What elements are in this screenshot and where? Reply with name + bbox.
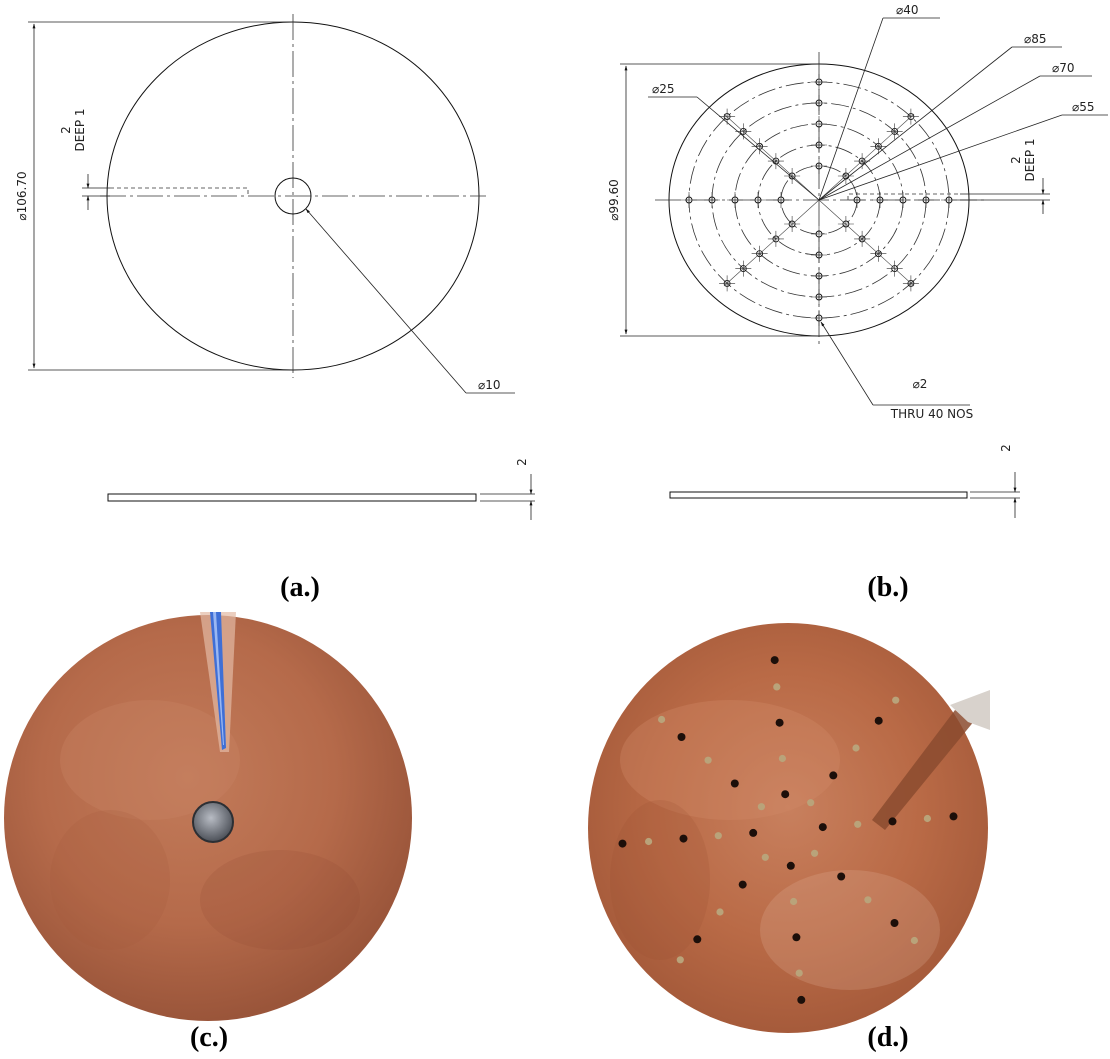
photo-hole	[645, 837, 653, 846]
groove-deep-b-label: DEEP 1	[1023, 138, 1037, 181]
hole-centermark	[773, 192, 789, 208]
hole-centermark	[750, 192, 766, 208]
hole-centermark	[941, 192, 957, 208]
construction-line	[723, 199, 820, 287]
photo-hole	[792, 933, 801, 942]
groove-a-hidden	[110, 187, 249, 196]
panel-d-photo	[588, 623, 990, 1033]
photo-hole	[658, 715, 666, 724]
pcd-70-label: ⌀70	[1052, 61, 1075, 75]
photo-hole	[949, 812, 958, 821]
pcd-40-label: ⌀40	[896, 3, 919, 17]
photo-hole	[738, 880, 747, 889]
photo-hole	[888, 817, 897, 826]
photo-hole	[716, 908, 724, 916]
groove-depth-a-label: 2	[59, 126, 73, 134]
outer-diameter-a-label: ⌀106.70	[15, 171, 29, 220]
photo-hole	[778, 754, 787, 763]
construction-line	[818, 113, 915, 201]
photo-hole	[781, 790, 790, 799]
thickness-a-label: 2	[515, 458, 529, 466]
hole-centermark	[811, 310, 827, 326]
hole-centermark	[918, 192, 934, 208]
side-view-a	[107, 493, 477, 502]
photo-hole	[864, 896, 872, 904]
hole-centermark	[811, 226, 827, 242]
photo-hole	[818, 823, 827, 832]
photo-hole	[910, 936, 919, 945]
photo-hole	[679, 834, 688, 843]
drilled-holes	[681, 74, 957, 326]
photo-hole	[677, 733, 686, 741]
photo-hole	[693, 935, 702, 944]
center-hole-a	[274, 177, 312, 215]
thickness-b-label: 2	[999, 444, 1013, 452]
hole-centermark	[811, 158, 827, 174]
hole-size-label: ⌀2	[913, 377, 928, 391]
hole-centermark	[811, 116, 827, 132]
hole-centermark	[704, 192, 720, 208]
photo-hole	[676, 956, 684, 964]
wire-slot-d	[872, 710, 975, 830]
hole-centermark	[849, 192, 865, 208]
hole-note-label: THRU 40 NOS	[890, 407, 973, 421]
photo-hole	[795, 969, 803, 977]
panel-b-drawing: ⌀99.60 ⌀40 ⌀85 ⌀70 ⌀55 ⌀25 2 DEEP 1 ⌀2 T…	[607, 3, 1108, 518]
hole-centermark	[811, 137, 827, 153]
photo-hole	[773, 683, 781, 691]
copper-disc-d	[588, 623, 988, 1033]
photo-holes	[618, 656, 958, 1004]
hole-centermark	[811, 247, 827, 263]
pcd-85-label: ⌀85	[1024, 32, 1047, 46]
photo-hole	[770, 656, 779, 665]
photo-hole	[852, 744, 860, 752]
photo-hole	[890, 919, 899, 927]
panel-a-drawing: ⌀106.70 2 DEEP 1 ⌀10 2	[15, 14, 535, 520]
photo-hole	[797, 995, 806, 1004]
photo-hole	[837, 872, 846, 881]
photo-hole	[923, 814, 932, 823]
caption-d: (d.)	[867, 1022, 908, 1053]
photo-hole	[829, 771, 838, 780]
photo-hole	[874, 716, 883, 725]
photo-hole	[786, 861, 795, 870]
hole-centermark	[681, 192, 697, 208]
photo-hole	[775, 718, 784, 727]
photo-hole	[854, 820, 862, 828]
pcd-25-label: ⌀25	[652, 82, 675, 96]
hole-centermark	[895, 192, 911, 208]
construction-line	[818, 199, 915, 287]
center-plug-c	[192, 801, 234, 843]
groove-b-hidden	[847, 193, 960, 200]
photo-hole	[618, 839, 627, 848]
caption-a: (a.)	[280, 572, 320, 603]
photo-hole	[761, 853, 769, 861]
photo-hole	[704, 756, 712, 764]
construction-line	[723, 113, 820, 201]
hole-centermark	[727, 192, 743, 208]
outer-diameter-b-label: ⌀99.60	[607, 179, 621, 221]
hole-centermark	[811, 289, 827, 305]
caption-c: (c.)	[190, 1022, 228, 1053]
photo-hole	[749, 828, 758, 837]
center-hole-a-label: ⌀10	[478, 378, 501, 392]
panel-c-photo	[4, 612, 412, 1021]
photo-hole	[790, 897, 798, 906]
photo-hole	[892, 696, 900, 704]
photo-hole	[730, 779, 739, 788]
hole-centermark	[872, 192, 888, 208]
side-view-b	[669, 491, 968, 499]
caption-b: (b.)	[867, 572, 908, 603]
photo-hole	[757, 803, 766, 811]
hole-centermark	[811, 95, 827, 111]
hole-centermark	[811, 268, 827, 284]
pcd-55-label: ⌀55	[1072, 100, 1095, 114]
groove-deep-a-label: DEEP 1	[73, 108, 87, 151]
photo-hole	[714, 832, 722, 840]
hole-centermark	[811, 74, 827, 90]
photo-hole	[811, 849, 819, 857]
photo-hole	[807, 799, 815, 807]
groove-depth-b-label: 2	[1009, 156, 1023, 164]
